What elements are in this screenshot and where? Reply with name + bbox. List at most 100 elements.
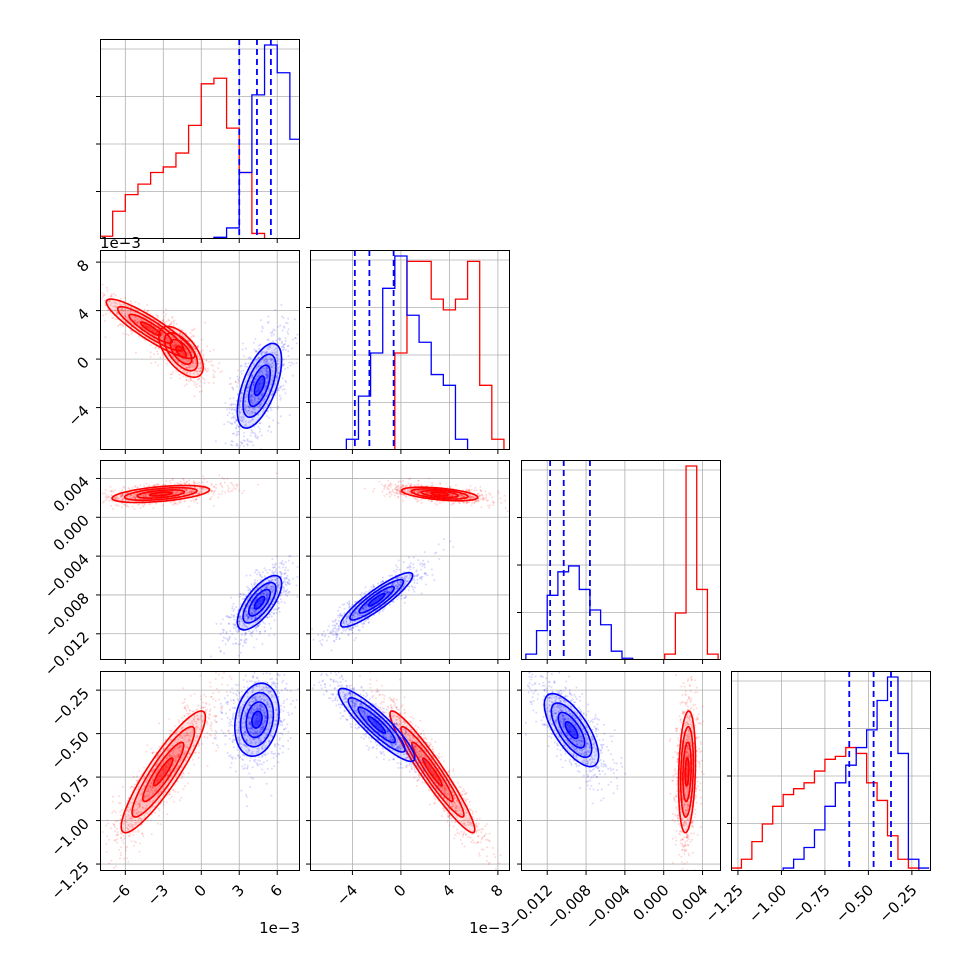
sample-point [174,502,177,505]
sample-point [258,405,261,407]
sample-point [210,490,213,493]
sample-point [190,364,193,367]
sample-point [234,416,237,419]
sample-point [215,487,218,490]
sample-point [258,398,261,401]
sample-point [271,362,274,365]
sample-point [114,318,117,321]
sample-point [280,397,283,399]
sample-point [122,485,125,488]
sample-point [224,442,227,445]
sample-point [131,494,134,497]
sample-point [234,642,237,645]
sample-point [251,401,254,404]
sample-point [216,687,218,690]
sample-point [287,333,290,335]
sample-point [244,363,247,366]
sample-point [270,394,273,397]
sample-point [81,281,83,283]
sample-point [193,486,196,489]
sample-point [279,324,282,327]
sample-point [198,377,201,380]
sample-point [182,375,185,378]
sample-point [77,291,79,293]
sample-point [145,493,148,496]
sample-point [163,320,166,323]
sample-point [248,383,251,386]
sample-point [266,593,268,596]
sample-point [219,483,222,486]
sample-point [192,346,195,348]
sample-point [268,345,271,348]
sample-point [265,374,268,377]
sample-point [186,366,189,369]
sample-point [170,323,173,325]
sample-point [264,384,267,387]
sample-point [256,579,259,582]
sample-point [265,591,267,594]
sample-point [124,314,127,317]
sample-point [277,601,279,603]
sample-point [190,491,193,493]
sample-point [256,483,259,486]
sample-point [249,356,252,359]
sample-point [136,321,139,324]
sample-point [168,717,171,720]
sample-point [274,568,277,571]
sample-point [228,411,231,414]
sample-point [273,351,276,354]
sample-point [147,309,150,312]
sample-point [187,354,190,357]
sample-point [287,559,290,562]
sample-point [212,369,215,372]
sample-point [251,399,253,402]
sample-point [118,795,121,798]
sample-point [108,862,111,865]
sample-point [265,373,268,376]
sample-point [171,317,174,319]
sample-point [116,504,119,507]
sample-point [157,814,160,817]
sample-point [235,444,238,447]
sample-point [190,351,193,353]
sample-point [234,488,237,490]
sample-point [97,299,99,301]
sample-point [250,411,253,414]
sample-point [267,580,270,583]
sample-point [280,385,283,388]
sample-point [254,338,257,340]
sample-point [259,319,262,322]
sample-point [173,350,176,353]
sample-point [112,795,114,798]
sample-point [284,593,287,596]
sample-point [93,301,95,303]
sample-point [227,490,230,493]
sample-point [238,489,241,492]
sample-point [105,498,108,501]
sample-point [115,497,118,500]
sample-point [272,419,275,422]
sample-point [129,494,132,497]
sample-point [256,625,259,628]
sample-point [257,365,260,368]
sample-point [237,369,240,372]
sample-point [171,479,174,482]
sample-point [180,777,183,780]
sample-point [253,382,256,385]
sample-point [163,318,165,321]
sample-point [185,371,188,374]
sample-point [253,582,256,585]
sample-point [280,304,283,306]
sample-point [120,494,123,497]
sample-point [162,483,165,486]
sample-point [108,838,111,841]
sample-point [257,372,260,374]
sample-point [246,585,248,588]
sample-point [276,388,279,391]
sample-point [250,389,253,392]
sample-point [112,317,115,320]
axes-frame [521,460,721,660]
sample-point [218,474,221,477]
sample-point [196,487,199,490]
sample-point [252,444,255,447]
